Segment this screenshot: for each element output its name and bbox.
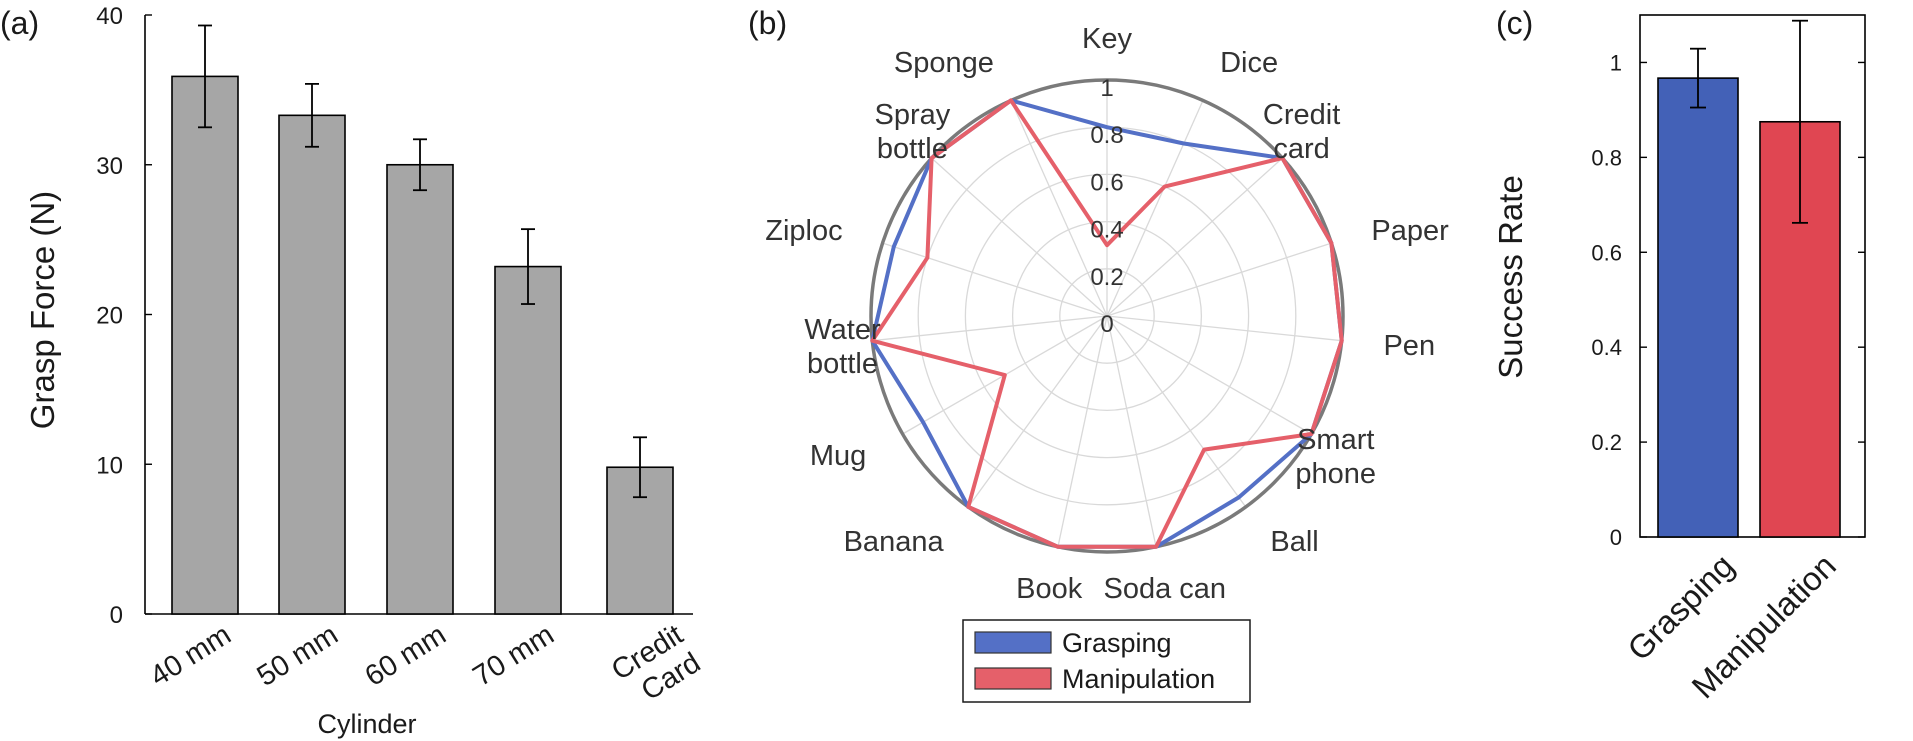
radar-series-manipulation [870, 98, 1344, 549]
radar-label-book: Book [1016, 573, 1083, 605]
radar-spoke [1010, 100, 1108, 317]
panel-a-ytick-label: 40 [96, 3, 123, 30]
radar-label-banana: Banana [844, 526, 945, 558]
radar-spoke [1106, 100, 1204, 317]
radar-spoke [882, 242, 1108, 317]
radar-spoke [1106, 242, 1332, 317]
panel-a-y-axis-label: Grasp Force (N) [24, 191, 61, 429]
radar-label-pen: Pen [1383, 330, 1435, 362]
radar-label-water-bottle: Water bottle [804, 314, 881, 380]
panel-b-tag: (b) [748, 5, 787, 41]
radar-spoke [1106, 315, 1157, 547]
radar-label-sponge: Sponge [894, 47, 994, 79]
radar-spoke [1106, 315, 1247, 508]
radar-label-paper: Paper [1371, 215, 1449, 247]
panel-a-ytick-label: 30 [96, 153, 123, 180]
radar-spoke [931, 157, 1108, 317]
panel-a-tag: (a) [0, 5, 39, 41]
radar-label-ball: Ball [1270, 526, 1318, 558]
radar-label-credit-card: Credit card [1263, 99, 1340, 165]
radar-label-key: Key [1082, 23, 1132, 55]
radar-outer-ring [869, 78, 1345, 554]
panel-c-bar-grasping [1657, 77, 1739, 538]
radar-spoke [1106, 315, 1342, 342]
panel-a-bar-40-mm [171, 75, 239, 615]
legend-swatch-grasping [974, 631, 1052, 654]
panel-c-ytick-label: 0.2 [1591, 430, 1622, 455]
panel-a-xcat-credit-card: CreditCard [606, 619, 706, 715]
radar-label-spray-bottle: Spray bottle [875, 99, 951, 165]
radar-label-mug: Mug [810, 440, 866, 472]
panel-a-x-axis-label: Cylinder [317, 709, 416, 739]
panel-c-ytick-label: 0.8 [1591, 145, 1622, 170]
panel-c-ytick-label: 1 [1610, 50, 1622, 75]
panel-c-ytick-label: 0 [1610, 525, 1622, 550]
radar-spoke [967, 315, 1108, 508]
radar-label-smart-phone: Smart phone [1295, 424, 1376, 490]
radar-spoke [1106, 315, 1312, 435]
legend-label-grasping: Grasping [1062, 628, 1172, 658]
panel-c-success-rate-chart: (c) 00.20.40.60.81 GraspingManipulation … [1492, 5, 1866, 705]
panel-a-bar-50-mm [278, 114, 346, 615]
panel-a-ytick-label: 20 [96, 303, 123, 330]
panel-a-xcat-60-mm: 60 mm [360, 619, 452, 693]
panel-a-bar-60-mm [386, 163, 454, 615]
panel-a-grasp-force-chart: (a) 0 10 20 30 40 40 mm 50 mm 60 mm 70 mm Credit… [0, 3, 706, 739]
panel-a-xcat-50-mm: 50 mm [252, 619, 344, 693]
radar-rtick-label: 1 [1100, 75, 1113, 102]
radar-spoke [872, 315, 1108, 342]
panel-a-ytick-label: 0 [110, 602, 123, 629]
radar-spoke [1106, 157, 1283, 317]
legend-label-manipulation: Manipulation [1062, 664, 1215, 694]
legend-swatch-manipulation [974, 667, 1052, 690]
legend: Grasping Manipulation [962, 619, 1251, 703]
radar-label-ziploc: Ziploc [765, 215, 842, 247]
panel-c-ytick-label: 0.6 [1591, 240, 1622, 265]
panel-c-plot-frame [1639, 14, 1866, 538]
panel-a-xcat-40-mm: 40 mm [145, 619, 237, 693]
radar-spoke [1057, 315, 1108, 547]
radar-rtick-label: 0 [1100, 311, 1113, 338]
radar-label-soda-can: Soda can [1104, 573, 1227, 605]
panel-a-bar-70-mm [494, 265, 562, 615]
panel-c-tag: (c) [1496, 5, 1533, 41]
panel-a-ytick-label: 10 [96, 452, 123, 479]
panel-c-ytick-label: 0.4 [1591, 335, 1622, 360]
panel-c-y-axis-label: Success Rate [1492, 175, 1529, 379]
radar-rtick-label: 0.2 [1090, 264, 1123, 291]
radar-rtick-label: 0.6 [1090, 169, 1123, 196]
panel-b-radar-chart: (b) 0 0.2 0.4 0.6 0.8 1 Key Dice Credit card Pape… [748, 5, 1449, 703]
radar-label-dice: Dice [1220, 47, 1278, 79]
radar-rtick-label: 0.8 [1090, 122, 1123, 149]
radar-rtick-label: 0.4 [1090, 217, 1123, 244]
panel-a-xcat-70-mm: 70 mm [468, 619, 560, 693]
